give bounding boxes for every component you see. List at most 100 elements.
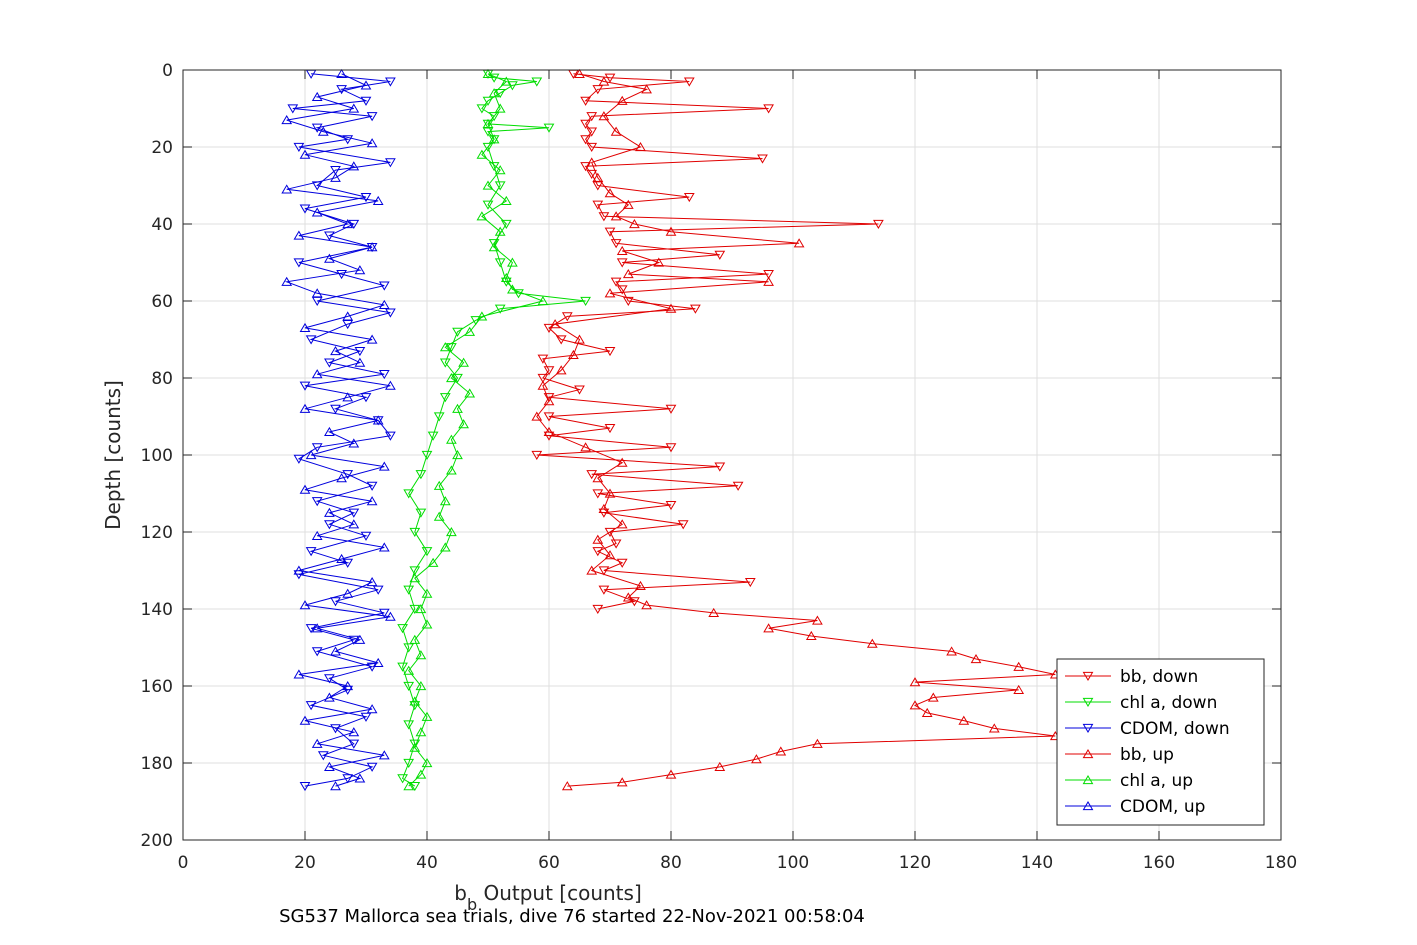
data-point xyxy=(415,603,427,614)
data-point xyxy=(616,519,628,529)
data-point xyxy=(336,473,347,483)
data-point xyxy=(482,118,494,128)
x-tick-label: 20 xyxy=(294,853,316,873)
legend-label: bb, down xyxy=(1120,667,1198,687)
series-chl-a-down xyxy=(397,69,591,792)
data-point xyxy=(348,519,360,529)
data-point xyxy=(568,349,579,359)
data-point xyxy=(537,295,549,306)
data-point xyxy=(360,96,372,106)
data-point xyxy=(366,138,378,148)
data-point xyxy=(988,723,1000,733)
data-point xyxy=(616,285,628,295)
y-tick-label: 40 xyxy=(151,215,173,235)
y-tick-label: 160 xyxy=(141,677,173,697)
data-point xyxy=(482,142,494,153)
data-point xyxy=(488,239,500,249)
data-point xyxy=(970,654,982,664)
data-point xyxy=(586,142,598,153)
data-point xyxy=(604,488,616,498)
data-point xyxy=(342,218,354,229)
data-point xyxy=(488,134,500,144)
data-point xyxy=(653,257,665,267)
series-bb-down xyxy=(531,69,884,615)
data-point xyxy=(293,142,305,153)
data-point xyxy=(415,727,427,737)
data-point xyxy=(616,258,628,268)
data-point xyxy=(409,527,421,538)
data-point xyxy=(446,372,457,383)
data-point xyxy=(342,774,354,784)
data-point xyxy=(622,296,634,307)
data-point xyxy=(330,646,341,656)
data-point xyxy=(415,769,427,779)
data-point xyxy=(415,470,427,480)
y-tick-label: 20 xyxy=(151,138,173,158)
data-point xyxy=(324,761,335,771)
data-point xyxy=(482,180,494,190)
data-point xyxy=(366,704,378,714)
data-point xyxy=(561,781,573,791)
data-point xyxy=(1013,684,1025,694)
data-point xyxy=(604,550,616,560)
data-point xyxy=(592,85,604,95)
y-axis-label: Depth [counts] xyxy=(101,380,125,530)
data-point xyxy=(415,508,427,518)
data-point xyxy=(537,354,549,364)
data-point xyxy=(421,757,433,768)
data-point xyxy=(537,373,549,384)
data-point xyxy=(409,634,421,644)
data-point xyxy=(348,635,360,645)
x-tick-label: 140 xyxy=(1021,853,1053,873)
data-point xyxy=(629,218,640,229)
data-point xyxy=(598,566,610,576)
data-point xyxy=(348,438,360,448)
y-tick-label: 80 xyxy=(151,369,173,389)
data-point xyxy=(580,119,591,129)
legend-label: CDOM, down xyxy=(1120,719,1230,739)
x-axis-label-subscript: b xyxy=(467,895,477,914)
data-point xyxy=(446,434,457,444)
data-point xyxy=(592,172,604,182)
data-point xyxy=(348,739,360,749)
data-point xyxy=(378,461,390,471)
data-point xyxy=(287,104,299,114)
data-point xyxy=(305,547,317,557)
data-point xyxy=(366,481,378,491)
data-point xyxy=(604,188,616,198)
data-point xyxy=(683,192,695,203)
data-point xyxy=(354,634,366,644)
data-point xyxy=(531,77,543,87)
data-point xyxy=(592,604,604,615)
series-cdom-up xyxy=(281,68,396,791)
data-point xyxy=(537,380,549,390)
data-point xyxy=(311,91,323,102)
data-point xyxy=(586,157,598,167)
y-tick-label: 140 xyxy=(141,600,173,620)
data-point xyxy=(732,481,744,491)
data-point xyxy=(507,284,518,294)
data-point xyxy=(476,149,488,159)
data-point xyxy=(421,619,433,629)
data-point xyxy=(598,76,610,86)
data-point xyxy=(324,674,335,684)
data-point xyxy=(385,77,396,87)
y-tick-label: 120 xyxy=(141,523,173,543)
data-point xyxy=(488,88,500,98)
data-point xyxy=(690,304,701,314)
data-point xyxy=(805,630,817,641)
data-point xyxy=(464,326,476,336)
data-point xyxy=(348,103,360,113)
data-point xyxy=(500,219,512,230)
data-point xyxy=(500,272,512,282)
data-point xyxy=(610,239,622,249)
data-point xyxy=(409,604,421,615)
data-point xyxy=(610,277,622,287)
legend-label: chl a, up xyxy=(1120,771,1193,791)
data-point xyxy=(446,465,457,475)
data-point xyxy=(360,531,372,541)
data-point xyxy=(763,104,774,114)
data-point xyxy=(324,426,335,436)
data-point xyxy=(299,204,311,214)
data-point xyxy=(293,258,305,268)
